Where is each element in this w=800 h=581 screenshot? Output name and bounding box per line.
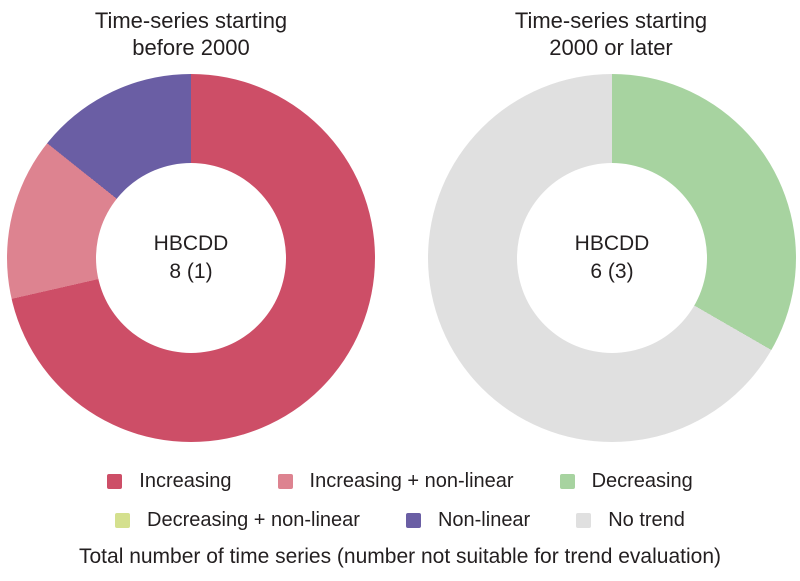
donut-chart-2000-or-later: HBCDD 6 (3) bbox=[428, 74, 796, 442]
legend-item-decreasing: Decreasing bbox=[559, 469, 693, 493]
legend-item-increasing: Increasing bbox=[107, 469, 232, 493]
increasing-non-linear-swatch-icon bbox=[277, 473, 293, 489]
chart-title-line: 2000 or later bbox=[549, 35, 673, 60]
donut-chart-before-2000: HBCDD 8 (1) bbox=[7, 74, 375, 442]
legend-label: Decreasing bbox=[591, 469, 693, 492]
legend-label: Non-linear bbox=[437, 508, 531, 531]
substance-name: HBCDD bbox=[574, 232, 650, 255]
legend: Increasing Increasing + non-linear Decre… bbox=[0, 466, 800, 535]
decreasing-non-linear-swatch-icon bbox=[115, 512, 131, 528]
chart-title-line: before 2000 bbox=[132, 35, 250, 60]
legend-label: Decreasing + non-linear bbox=[147, 508, 360, 531]
legend-item-non-linear: Non-linear bbox=[405, 508, 531, 532]
chart-title-2000-or-later: Time-series starting 2000 or later bbox=[420, 7, 800, 61]
legend-item-increasing-non-linear: Increasing + non-linear bbox=[277, 469, 514, 493]
donut-center-label: HBCDD 6 (3) bbox=[517, 163, 707, 353]
chart-title-line: Time-series starting bbox=[514, 8, 708, 33]
figure-caption: Total number of time series (number not … bbox=[79, 545, 721, 568]
donut-center-label: HBCDD 8 (1) bbox=[96, 163, 286, 353]
no-trend-swatch-icon bbox=[576, 512, 592, 528]
series-count: 6 (3) bbox=[590, 260, 634, 283]
legend-label: No trend bbox=[608, 508, 685, 531]
decreasing-swatch-icon bbox=[559, 473, 575, 489]
substance-name: HBCDD bbox=[153, 232, 229, 255]
legend-label: Increasing bbox=[139, 469, 232, 492]
legend-row-2: Decreasing + non-linear Non-linear No tr… bbox=[115, 505, 685, 535]
chart-title-before-2000: Time-series starting before 2000 bbox=[0, 7, 382, 61]
legend-label: Increasing + non-linear bbox=[309, 469, 514, 492]
legend-row-1: Increasing Increasing + non-linear Decre… bbox=[107, 466, 693, 496]
series-count: 8 (1) bbox=[169, 260, 213, 283]
chart-title-line: Time-series starting bbox=[94, 8, 288, 33]
legend-item-no-trend: No trend bbox=[576, 509, 685, 532]
non-linear-swatch-icon bbox=[405, 512, 421, 528]
legend-item-decreasing-non-linear: Decreasing + non-linear bbox=[115, 509, 360, 532]
increasing-swatch-icon bbox=[107, 473, 123, 489]
